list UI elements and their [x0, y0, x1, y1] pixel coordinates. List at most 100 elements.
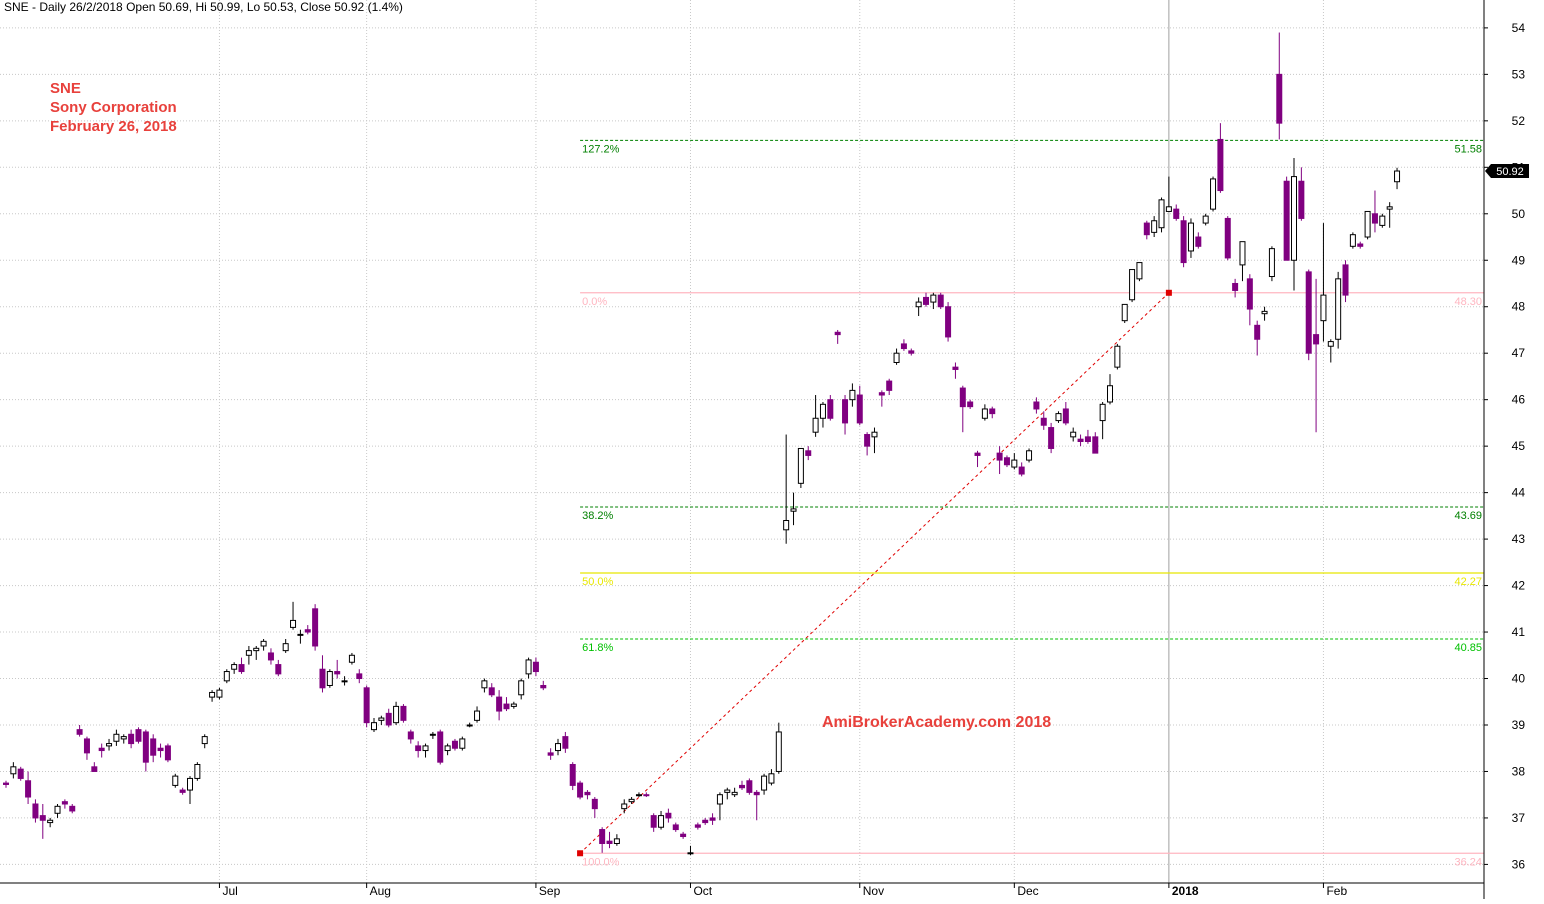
candle-body — [113, 733, 120, 742]
x-tick-label: 2018 — [1172, 884, 1199, 898]
fib-price-label: 42.27 — [1454, 576, 1482, 588]
candle — [621, 799, 628, 814]
candle — [672, 822, 679, 832]
candle — [525, 657, 532, 679]
candle — [658, 810, 665, 830]
candle — [1298, 167, 1305, 221]
x-tick-label: Jul — [222, 884, 237, 898]
candle-body — [466, 724, 473, 727]
candle — [900, 339, 907, 351]
candle-body — [451, 740, 458, 749]
candle-body — [923, 296, 929, 305]
candle — [194, 762, 201, 781]
candle-body — [1070, 431, 1077, 438]
candle — [91, 762, 98, 772]
candle-body — [1335, 278, 1342, 340]
candle-body — [1129, 269, 1136, 301]
y-tick-label: 47 — [1512, 346, 1526, 360]
candle — [783, 434, 790, 544]
candle-body — [179, 789, 186, 793]
candle — [1239, 241, 1246, 282]
candle — [628, 797, 635, 804]
candle — [47, 817, 54, 828]
candle-body — [540, 684, 547, 689]
candle — [201, 734, 208, 749]
candle-body — [1033, 401, 1040, 410]
candle-body — [591, 798, 598, 810]
candle-body — [1268, 248, 1275, 278]
candle — [1217, 123, 1224, 193]
candle-body — [981, 408, 988, 419]
candle — [444, 743, 451, 756]
candle — [805, 446, 812, 461]
candle — [172, 773, 179, 788]
candle-body — [1246, 278, 1253, 310]
candle-body — [650, 815, 657, 828]
candle — [569, 762, 576, 791]
candle — [834, 329, 841, 344]
candle — [378, 715, 385, 725]
candle — [54, 803, 61, 818]
candle-body — [245, 650, 252, 656]
candle-body — [930, 294, 937, 303]
candle — [1107, 374, 1113, 405]
candle — [106, 738, 113, 751]
candle — [1349, 232, 1356, 249]
candle-body — [1394, 170, 1401, 183]
candle — [562, 731, 569, 753]
candle — [503, 697, 510, 712]
candle-body — [797, 447, 804, 484]
candle-body — [518, 680, 525, 696]
candle — [223, 669, 230, 684]
candle — [510, 701, 517, 709]
candle-body — [694, 824, 701, 828]
candle — [32, 799, 39, 823]
candle-body — [172, 775, 179, 786]
candle — [385, 708, 392, 728]
candle-body — [378, 717, 385, 721]
candle — [871, 427, 878, 454]
candle-body — [47, 819, 54, 824]
candle-body — [106, 743, 113, 747]
candle-body — [267, 652, 274, 661]
candle — [930, 292, 937, 310]
candle-body — [834, 331, 841, 336]
x-tick-label: Sep — [539, 884, 561, 898]
candle-body — [1276, 73, 1283, 124]
candle-body — [1055, 413, 1062, 422]
candle — [967, 399, 974, 409]
candle — [1136, 262, 1143, 282]
candle-body — [17, 768, 24, 779]
candle — [1114, 343, 1121, 370]
y-tick-label: 40 — [1512, 672, 1526, 686]
candle — [496, 690, 503, 721]
candle-body — [422, 745, 429, 752]
candle-body — [415, 745, 422, 752]
candle-body — [709, 817, 716, 821]
candle-body — [334, 671, 341, 675]
candle-body — [1386, 206, 1393, 210]
candle — [1165, 176, 1172, 212]
candle-body — [348, 654, 355, 663]
candle — [1320, 223, 1327, 342]
candle-body — [39, 815, 46, 821]
candle-body — [967, 401, 974, 408]
candle — [1077, 434, 1084, 447]
candle-body — [849, 389, 856, 401]
candle — [952, 362, 959, 379]
candle — [959, 385, 966, 433]
candle — [1268, 246, 1275, 282]
candle-body — [275, 664, 282, 675]
candle — [827, 395, 834, 421]
candle-body — [643, 794, 650, 797]
annotation-block: SNE Sony Corporation February 26, 2018 — [50, 79, 177, 136]
watermark: AmiBrokerAcademy.com 2018 — [822, 714, 1052, 731]
candle-body — [54, 805, 61, 814]
candle — [25, 771, 32, 804]
candle-body — [282, 643, 289, 652]
candle-body — [959, 387, 966, 408]
candle — [908, 348, 915, 356]
y-tick-label: 43 — [1512, 532, 1526, 546]
candle-body — [400, 705, 407, 721]
candle — [1151, 216, 1158, 238]
